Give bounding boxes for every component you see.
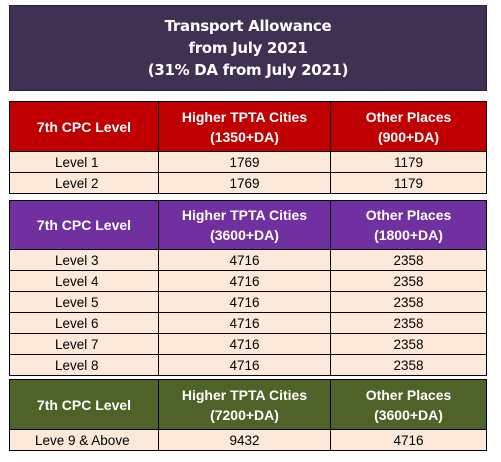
table-header-row: 7th CPC Level Higher TPTA Cities (1350+D… [9,101,487,152]
header-other-rate: (3600+DA) [374,406,443,423]
header-higher-rate: (7200+DA) [210,406,279,423]
header-higher-title: Higher TPTA Cities [181,386,308,403]
table-row: Leve 9 & Above 9432 4716 [9,429,487,451]
cell-higher: 4716 [158,312,331,334]
cell-higher: 9432 [158,429,331,451]
cell-other: 2358 [330,333,487,355]
header-higher-title: Higher TPTA Cities [181,207,308,223]
cell-other: 1179 [330,172,487,194]
table-header-row: 7th CPC Level Higher TPTA Cities (7200+D… [9,379,487,430]
cell-other: 2358 [330,270,487,292]
cell-higher: 4716 [158,333,331,355]
cell-level: Leve 9 & Above [9,429,159,451]
allowance-table-group-3: 7th CPC Level Higher TPTA Cities (7200+D… [9,379,487,451]
header-level: 7th CPC Level [9,101,159,152]
cell-level: Level 6 [9,312,159,334]
header-higher-cities: Higher TPTA Cities (1350+DA) [158,101,331,152]
header-higher-cities: Higher TPTA Cities (7200+DA) [158,379,331,430]
header-higher-rate: (1350+DA) [210,128,279,145]
title-line-2: from July 2021 [188,39,308,57]
cell-level: Level 8 [9,354,159,376]
cell-higher: 4716 [158,270,331,292]
cell-level: Level 1 [9,151,159,173]
header-higher-rate: (3600+DA) [210,227,279,243]
cell-level: Level 5 [9,291,159,313]
cell-level: Level 2 [9,172,159,194]
table-row: Level 8 4716 2358 [9,354,487,376]
cell-other: 2358 [330,291,487,313]
table-row: Level 5 4716 2358 [9,291,487,313]
header-level: 7th CPC Level [9,200,159,250]
cell-other: 2358 [330,312,487,334]
table-row: Level 1 1769 1179 [9,151,487,173]
header-other-title: Other Places [365,386,452,403]
table-row: Level 2 1769 1179 [9,172,487,194]
table-header-row: 7th CPC Level Higher TPTA Cities (3600+D… [9,200,487,250]
table-row: Level 3 4716 2358 [9,249,487,271]
cell-level: Level 7 [9,333,159,355]
cell-level: Level 4 [9,270,159,292]
header-other-title: Other Places [365,207,452,223]
title-line-3: (31% DA from July 2021) [147,61,349,79]
allowance-table-group-2: 7th CPC Level Higher TPTA Cities (3600+D… [9,200,487,376]
header-other-places: Other Places (1800+DA) [330,200,487,250]
cell-higher: 4716 [158,354,331,376]
header-other-places: Other Places (900+DA) [330,101,487,152]
table-row: Level 6 4716 2358 [9,312,487,334]
header-higher-cities: Higher TPTA Cities (3600+DA) [158,200,331,250]
table-row: Level 7 4716 2358 [9,333,487,355]
cell-other: 1179 [330,151,487,173]
header-higher-title: Higher TPTA Cities [181,108,308,125]
title-line-1: Transport Allowance [164,17,332,35]
cell-other: 2358 [330,354,487,376]
header-other-rate: (1800+DA) [374,227,443,243]
cell-higher: 1769 [158,151,331,173]
cell-higher: 1769 [158,172,331,194]
title-banner: Transport Allowance from July 2021 (31% … [9,5,487,91]
cell-higher: 4716 [158,249,331,271]
cell-level: Level 3 [9,249,159,271]
header-level: 7th CPC Level [9,379,159,430]
allowance-table-group-1: 7th CPC Level Higher TPTA Cities (1350+D… [9,101,487,194]
cell-other: 2358 [330,249,487,271]
header-other-title: Other Places [365,108,452,125]
header-other-places: Other Places (3600+DA) [330,379,487,430]
cell-other: 4716 [330,429,487,451]
cell-higher: 4716 [158,291,331,313]
table-row: Level 4 4716 2358 [9,270,487,292]
header-other-rate: (900+DA) [377,128,440,145]
